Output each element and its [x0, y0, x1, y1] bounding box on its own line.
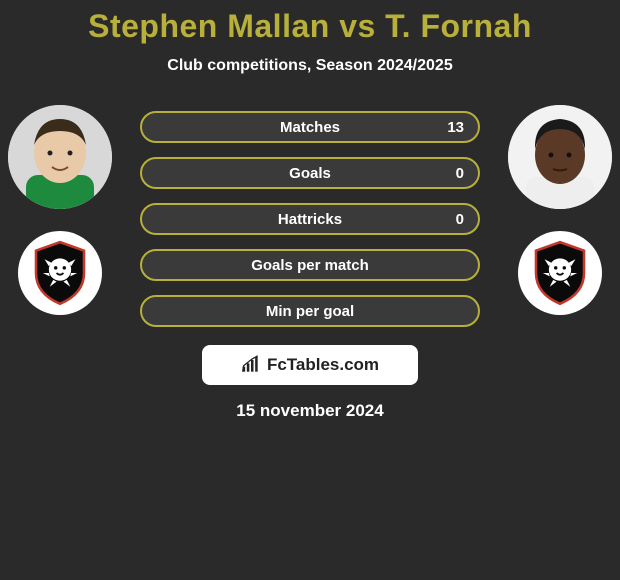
shield-lion-icon [524, 237, 596, 309]
stat-pill-min-per-goal: Min per goal [140, 295, 480, 327]
infographic-container: Stephen Mallan vs T. Fornah Club competi… [0, 0, 620, 580]
stat-label: Goals [289, 165, 331, 182]
left-player-avatar [8, 105, 112, 209]
right-player-face-icon [508, 105, 612, 209]
stat-label: Hattricks [278, 211, 342, 228]
shield-lion-icon [24, 237, 96, 309]
stat-pill-hattricks: Hattricks 0 [140, 203, 480, 235]
stat-label: Goals per match [251, 257, 369, 274]
stat-area: Matches 13 Goals 0 Hattricks 0 Goals per… [0, 105, 620, 421]
subtitle: Club competitions, Season 2024/2025 [0, 57, 620, 75]
page-title: Stephen Mallan vs T. Fornah [0, 8, 620, 45]
branding-badge: FcTables.com [202, 345, 418, 385]
stat-pill-goals: Goals 0 [140, 157, 480, 189]
right-club-badge [518, 231, 602, 315]
branding-text: FcTables.com [267, 355, 379, 375]
stat-label: Matches [280, 119, 340, 136]
stat-rows: Matches 13 Goals 0 Hattricks 0 Goals per… [140, 105, 480, 327]
stat-right-value: 0 [456, 165, 464, 182]
date-text: 15 november 2024 [0, 401, 620, 421]
stat-right-value: 13 [447, 119, 464, 136]
left-column [8, 105, 112, 315]
stat-pill-matches: Matches 13 [140, 111, 480, 143]
right-player-avatar [508, 105, 612, 209]
left-club-badge [18, 231, 102, 315]
stat-pill-goals-per-match: Goals per match [140, 249, 480, 281]
stat-right-value: 0 [456, 211, 464, 228]
right-column [508, 105, 612, 315]
bars-chart-icon [241, 355, 261, 375]
left-player-face-icon [8, 105, 112, 209]
stat-label: Min per goal [266, 303, 354, 320]
